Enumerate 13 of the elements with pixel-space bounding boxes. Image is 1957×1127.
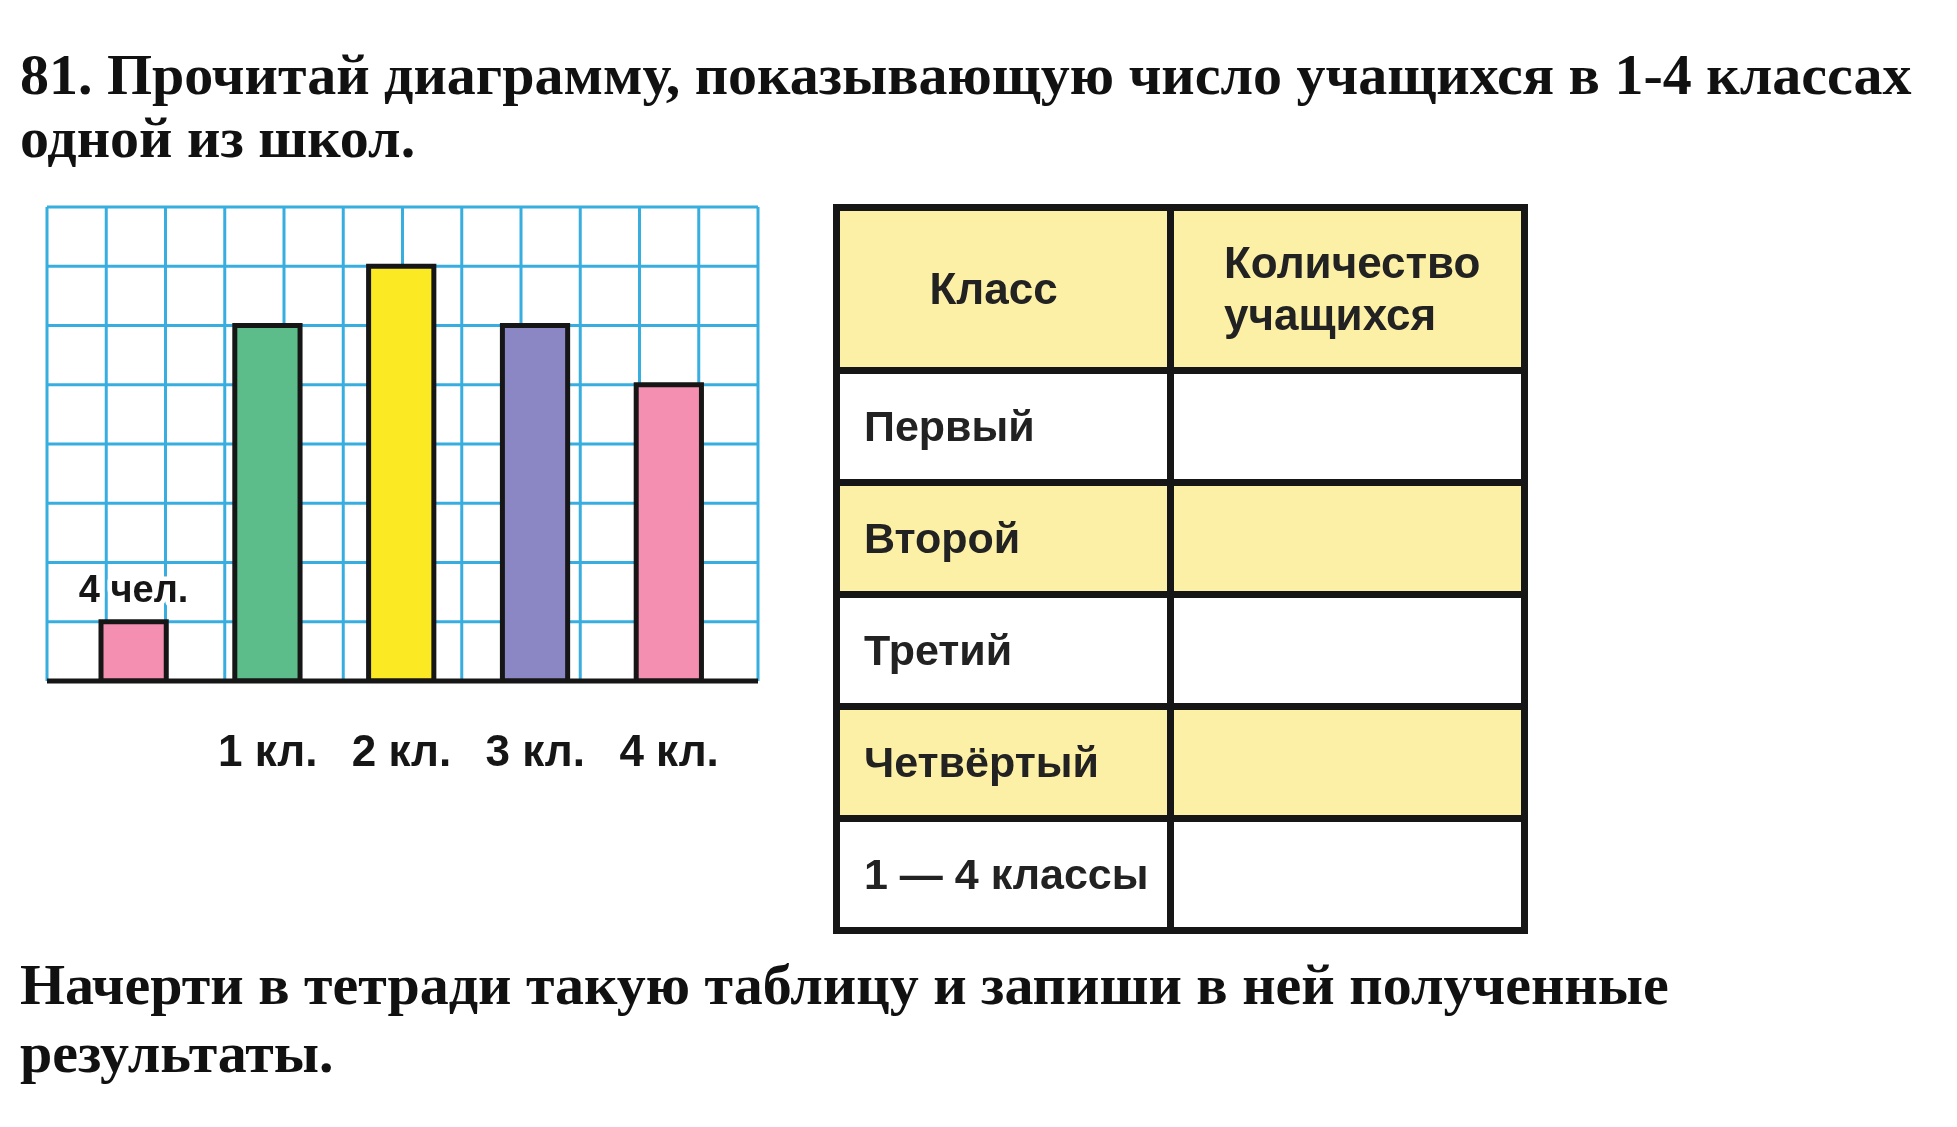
x-tick-label: 3 кл. [485,726,586,776]
x-tick-label: 2 кл. [351,726,452,776]
text: Класс [836,207,1171,371]
text: Количество учащихся [1170,207,1525,371]
text: Второй [836,482,1171,595]
text: Первый [836,370,1171,483]
text: Начерти в тетради такую таблицу и запиши в ней полученные результаты. [20,951,1670,1087]
text: 1 — 4 классы [836,818,1171,931]
text: Третий [836,594,1171,707]
x-tick-label: 1 кл. [217,726,318,776]
x-tick-label: 4 кл. [619,726,719,776]
text: Четвёртый [836,706,1171,819]
text: 81. Прочитай диаграмму, показывающую число учащихся в 1-4 классах одной из школ. [20,42,1913,170]
